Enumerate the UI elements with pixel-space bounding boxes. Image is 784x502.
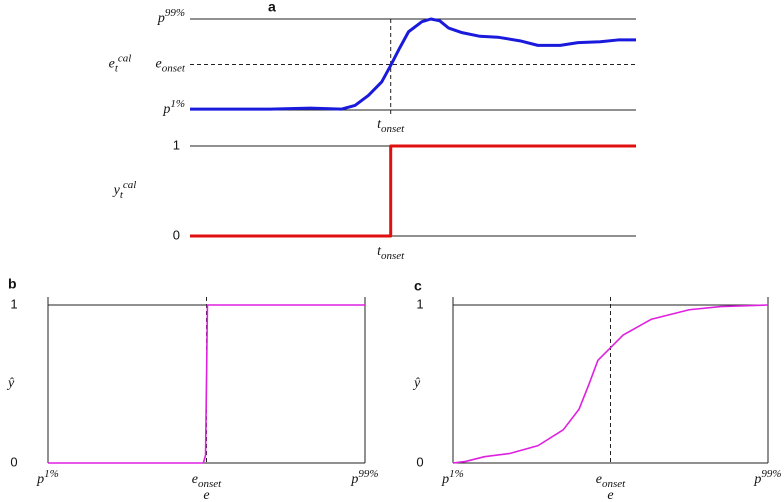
y-tick-label: 1 xyxy=(10,296,17,311)
x-tick-label: tonset xyxy=(377,244,405,261)
panel-label: c xyxy=(414,278,422,294)
x-tick-label-base: p xyxy=(753,472,761,487)
data-line xyxy=(48,304,365,464)
x-tick-label-sup: 99% xyxy=(358,468,378,480)
x-tick-label-base: e xyxy=(192,472,198,487)
y-tick-label: 1 xyxy=(416,296,423,311)
y-tick-label-sup: 1% xyxy=(170,98,185,110)
x-tick-label-sub: onset xyxy=(198,478,222,490)
x-tick-label: eonset xyxy=(596,472,626,489)
x-tick-label-sup: 99% xyxy=(761,468,781,480)
panel-label: a xyxy=(268,0,276,15)
data-line xyxy=(190,17,636,111)
x-tick-label-sub: onset xyxy=(381,250,405,262)
y-tick-label: eonset xyxy=(156,57,186,74)
y-axis-label-base: ŷ xyxy=(412,376,421,391)
x-tick-label-sup: 1% xyxy=(44,468,59,480)
x-tick-label: p99% xyxy=(350,468,378,488)
x-tick-label: p1% xyxy=(441,468,464,488)
y-axis-label-sup: cal xyxy=(118,52,131,64)
x-tick-label-sub: onset xyxy=(602,478,626,490)
x-tick-label-base: e xyxy=(596,472,602,487)
x-tick-label-base: p xyxy=(441,472,449,487)
x-tick-label-base: p xyxy=(36,472,44,487)
y-axis-label: etcal xyxy=(109,52,132,74)
x-tick-label-sub: onset xyxy=(381,123,405,135)
y-tick-label: 0 xyxy=(10,454,17,469)
x-tick-label-base: t xyxy=(377,244,382,259)
x-axis-label: e xyxy=(203,488,209,502)
x-tick-label-base: p xyxy=(350,472,358,487)
y-tick-label: 1 xyxy=(173,137,180,152)
y-axis-label-sup: cal xyxy=(123,179,136,191)
y-axis-label: ŷ xyxy=(6,376,15,391)
y-tick-label-base: p xyxy=(162,102,170,117)
y-axis-label-sub: t xyxy=(115,62,119,74)
x-tick-label: p99% xyxy=(753,468,781,488)
panel-label: b xyxy=(8,276,17,292)
y-tick-label-sup: 99% xyxy=(165,7,185,19)
x-tick-label: eonset xyxy=(192,472,222,489)
y-axis-label-base: e xyxy=(109,57,115,72)
y-tick-label: 0 xyxy=(173,227,180,242)
y-tick-label-base: e xyxy=(156,57,162,72)
y-tick-label: p99% xyxy=(157,7,185,27)
y-tick-label-base: p xyxy=(157,11,165,26)
y-axis-label-sub: t xyxy=(120,189,124,201)
x-tick-label: p1% xyxy=(36,468,59,488)
y-axis-label: ytcal xyxy=(112,179,137,201)
y-tick-label: 0 xyxy=(416,454,423,469)
y-axis-label: ŷ xyxy=(412,376,421,391)
y-axis-label-base: ŷ xyxy=(6,376,15,391)
data-line xyxy=(452,304,769,464)
data-line xyxy=(190,144,636,238)
x-tick-label: tonset xyxy=(377,117,405,134)
x-tick-label-sup: 1% xyxy=(449,468,464,480)
x-tick-label-base: t xyxy=(377,117,382,132)
x-axis-label: e xyxy=(607,488,613,502)
y-axis-label-base: y xyxy=(112,183,121,198)
y-tick-label: p1% xyxy=(162,98,185,118)
y-tick-label-sub: onset xyxy=(162,62,186,74)
